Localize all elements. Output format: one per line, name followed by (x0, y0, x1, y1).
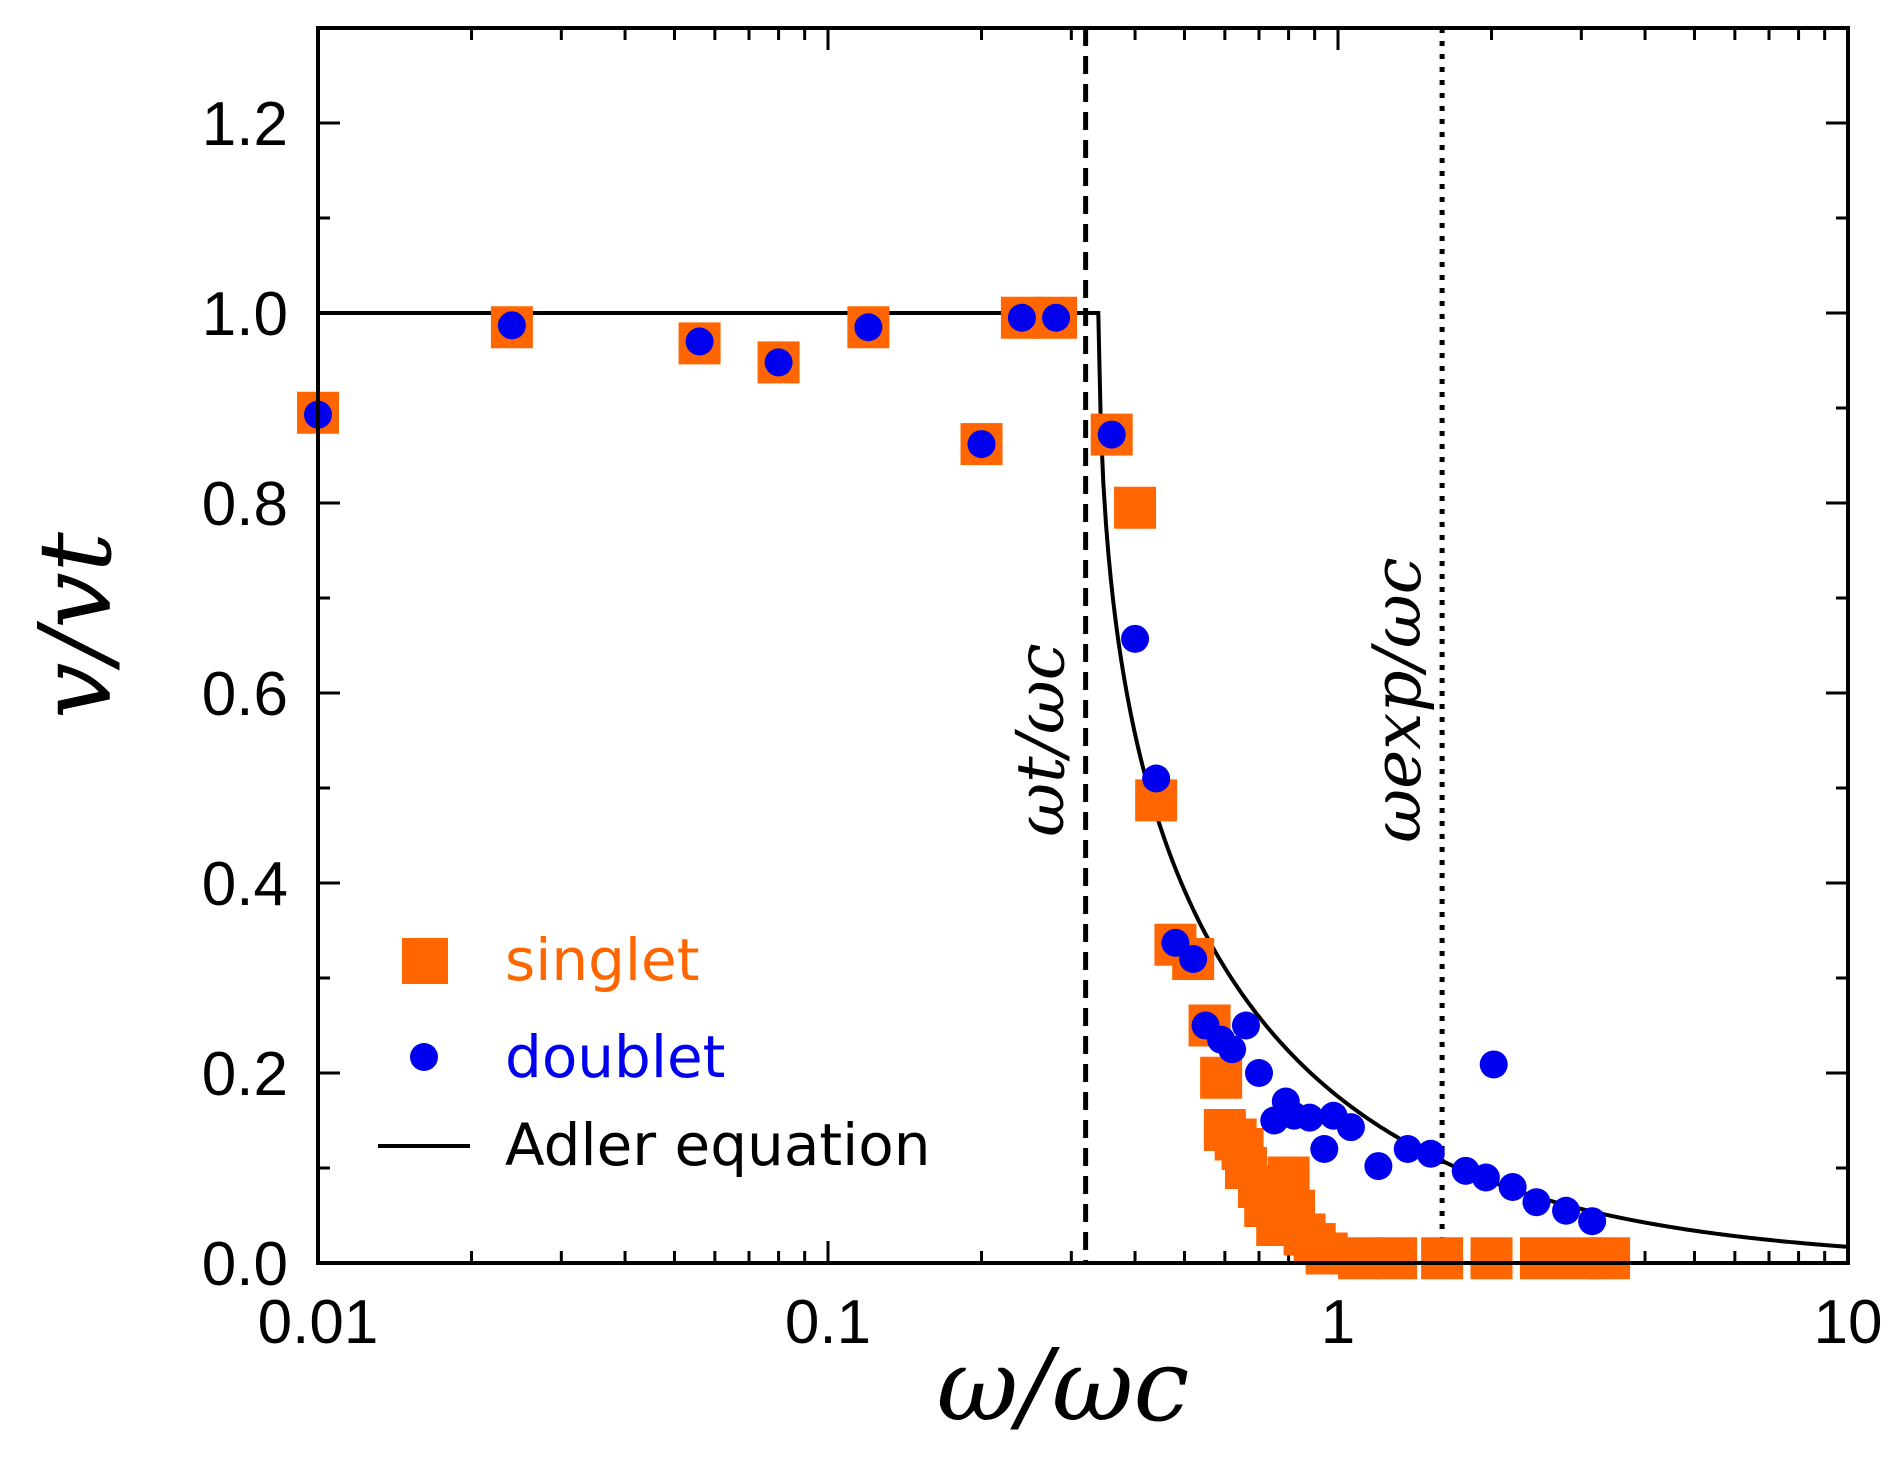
doublet-point (1393, 1135, 1422, 1163)
vertical-lines: ωt/ωc ωexp/ωc (1003, 28, 1445, 1263)
y-tick-label: 1.0 (202, 280, 288, 349)
singlet-point (1519, 1237, 1562, 1280)
legend-doublet-marker (410, 1043, 438, 1071)
singlet-series (297, 296, 1631, 1280)
y-axis-label: v/vt (17, 531, 134, 719)
x-tick-label: 0.01 (258, 1288, 379, 1357)
doublet-point (1416, 1139, 1445, 1168)
doublet-point (1142, 764, 1171, 793)
legend-adler-label: Adler equation (505, 1111, 930, 1179)
doublet-point (497, 311, 526, 340)
doublet-point (1552, 1196, 1581, 1225)
y-tick-label: 0.4 (202, 850, 288, 919)
y-tick-label: 0.6 (202, 660, 288, 729)
legend: singlet doublet Adler equation (378, 926, 930, 1179)
adler-curve-group (318, 311, 1849, 1249)
doublet-point (1097, 420, 1126, 449)
x-tick-label: 1 (1321, 1288, 1355, 1357)
doublet-point (967, 430, 996, 459)
singlet-point (1421, 1237, 1464, 1280)
plot-frame (316, 26, 1850, 1265)
doublet-point (1161, 928, 1190, 957)
singlet-point (1588, 1237, 1631, 1280)
doublet-point (1218, 1035, 1247, 1064)
x-tick-label: 0.1 (785, 1288, 871, 1357)
doublet-point (764, 348, 793, 377)
doublet-point (854, 313, 883, 342)
legend-doublet-label: doublet (505, 1023, 725, 1091)
y-tick-label: 0.0 (202, 1230, 288, 1299)
doublet-point (1231, 1011, 1260, 1040)
doublet-point (1364, 1152, 1393, 1181)
axis-labels: ω/ωc v/vt (17, 531, 1189, 1444)
doublet-point (1310, 1135, 1339, 1163)
x-axis-label: ω/ωc (937, 1327, 1190, 1444)
legend-singlet-marker (402, 938, 448, 984)
doublet-point (1042, 303, 1071, 332)
doublet-point (1479, 1050, 1508, 1079)
adler-curve (318, 311, 1849, 1249)
y-tick-label: 0.8 (202, 470, 288, 539)
tick-labels: 0.01 0.1 1 10 0.0 0.2 0.4 0.6 0.8 1.0 1.2 (202, 90, 1883, 1357)
doublet-point (1179, 945, 1208, 973)
x-tick-label: 10 (1814, 1288, 1883, 1357)
legend-singlet-label: singlet (505, 926, 699, 994)
singlet-point (1470, 1237, 1513, 1280)
doublet-point (1245, 1059, 1273, 1087)
vertical-line-label: ωexp/ωc (1359, 557, 1436, 842)
doublet-point (1471, 1163, 1500, 1192)
doublet-point (1498, 1173, 1527, 1201)
singlet-point (1200, 1056, 1243, 1099)
vertical-line-label: ωt/ωc (1003, 643, 1080, 836)
doublet-point (1007, 303, 1036, 332)
doublet-point (1578, 1207, 1607, 1236)
doublet-point (685, 327, 714, 356)
y-tick-label: 0.2 (202, 1040, 288, 1109)
y-tick-label: 1.2 (202, 90, 288, 159)
doublet-point (1522, 1188, 1551, 1217)
singlet-point (1114, 486, 1157, 529)
singlet-point (1338, 1237, 1381, 1280)
singlet-point (1375, 1237, 1418, 1280)
doublet-point (1121, 624, 1150, 653)
doublet-point (1336, 1113, 1365, 1142)
doublet-series (304, 303, 1607, 1236)
doublet-point (1295, 1103, 1324, 1132)
